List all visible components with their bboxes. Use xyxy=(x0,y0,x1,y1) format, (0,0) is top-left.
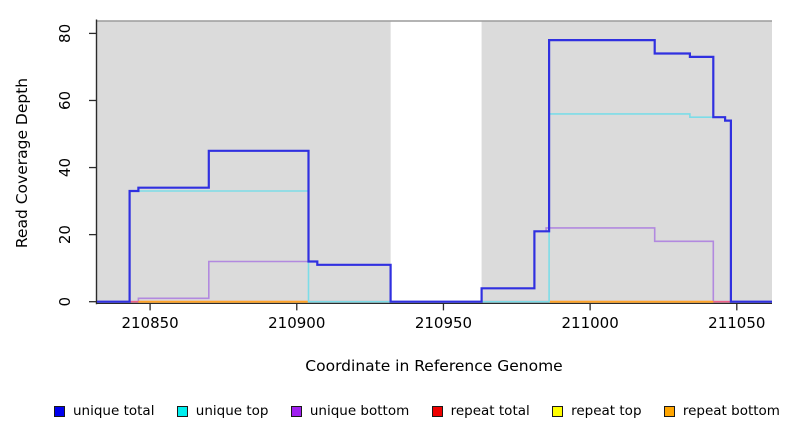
x-tick-label: 211000 xyxy=(561,314,618,332)
series-unique-total xyxy=(97,39,772,303)
x-tick-label: 210900 xyxy=(268,314,325,332)
shaded-coverage-bands xyxy=(97,20,772,303)
legend-label: repeat bottom xyxy=(682,403,780,419)
legend-swatch xyxy=(431,405,443,417)
plot-axes: 0 20 40 60 80 210850 210900 210950 211000 211050 xyxy=(56,19,772,332)
legend-item-repeat-top: repeat top xyxy=(552,403,642,419)
x-tick-label: 210950 xyxy=(415,314,472,332)
legend-label: unique bottom xyxy=(309,403,410,419)
legend-swatch xyxy=(54,405,65,417)
legend-swatch xyxy=(290,405,302,417)
legend-label: repeat total xyxy=(450,403,530,419)
legend-swatch xyxy=(176,405,188,417)
legend-label: unique total xyxy=(73,403,155,419)
x-axis-title: Coordinate in Reference Genome xyxy=(305,357,562,375)
shaded-band xyxy=(97,21,391,303)
y-tick-label: 20 xyxy=(56,225,74,244)
legend-label: unique top xyxy=(195,403,269,419)
shaded-band xyxy=(481,21,772,303)
y-tick-label: 0 xyxy=(56,297,74,307)
legend-swatch xyxy=(552,405,564,417)
x-tick-label: 210850 xyxy=(121,314,178,332)
y-tick-label: 80 xyxy=(56,24,74,43)
legend-item-unique-bottom: unique bottom xyxy=(290,403,410,419)
y-tick-label: 40 xyxy=(56,158,74,177)
legend-swatch xyxy=(663,405,675,417)
y-axis-title: Read Coverage Depth xyxy=(13,78,31,248)
x-tick-label: 211050 xyxy=(708,314,765,332)
coverage-step-lines xyxy=(97,39,772,303)
legend-item-repeat-bottom: repeat bottom xyxy=(663,403,780,419)
legend-item-unique-total: unique total xyxy=(54,403,154,419)
legend: unique total unique top unique bottom repea… xyxy=(0,399,792,423)
legend-item-unique-top: unique top xyxy=(176,403,269,419)
legend-label: repeat top xyxy=(571,403,642,419)
legend-item-repeat-total: repeat total xyxy=(431,403,530,419)
y-tick-label: 60 xyxy=(56,91,74,110)
